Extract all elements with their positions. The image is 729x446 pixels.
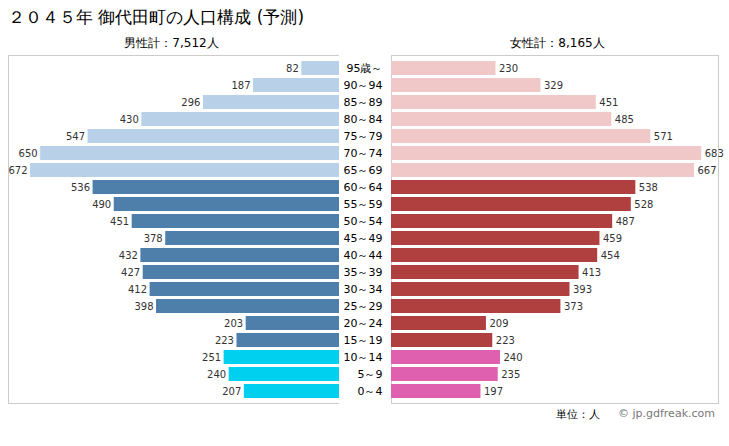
- svg-text:30～34: 30～34: [344, 283, 383, 296]
- svg-text:485: 485: [615, 114, 634, 125]
- svg-text:683: 683: [705, 148, 724, 159]
- svg-text:209: 209: [489, 318, 508, 329]
- svg-text:251: 251: [202, 352, 221, 363]
- svg-text:413: 413: [582, 267, 601, 278]
- svg-text:240: 240: [504, 352, 523, 363]
- svg-text:5～9: 5～9: [358, 368, 383, 381]
- svg-text:296: 296: [181, 97, 200, 108]
- svg-text:571: 571: [654, 131, 673, 142]
- svg-text:197: 197: [484, 386, 503, 397]
- svg-text:187: 187: [231, 80, 250, 91]
- svg-text:35～39: 35～39: [344, 266, 383, 279]
- svg-text:430: 430: [120, 114, 139, 125]
- svg-text:451: 451: [599, 97, 618, 108]
- html-text:男性計：7,512人: 男性計：7,512人: [124, 36, 219, 50]
- svg-text:20～24: 20～24: [344, 317, 383, 330]
- svg-text:25～29: 25～29: [344, 300, 383, 313]
- svg-text:75～79: 75～79: [344, 130, 383, 143]
- svg-text:40～44: 40～44: [344, 249, 383, 262]
- svg-text:538: 538: [639, 182, 658, 193]
- svg-text:90～94: 90～94: [344, 79, 383, 92]
- svg-text:329: 329: [544, 80, 563, 91]
- svg-text:547: 547: [66, 131, 85, 142]
- svg-text:223: 223: [215, 335, 234, 346]
- svg-text:50～54: 50～54: [344, 215, 383, 228]
- svg-text:432: 432: [119, 250, 138, 261]
- svg-text:0～4: 0～4: [358, 385, 383, 398]
- svg-text:207: 207: [222, 386, 241, 397]
- svg-text:65～69: 65～69: [344, 164, 383, 177]
- svg-text:10～14: 10～14: [344, 351, 383, 364]
- svg-text:80～84: 80～84: [344, 113, 383, 126]
- html-text:© jp.gdfreak.com: © jp.gdfreak.com: [618, 407, 715, 420]
- html-text:２０４５年 御代田町の人口構成 (予測): ２０４５年 御代田町の人口構成 (予測): [8, 7, 305, 27]
- svg-text:459: 459: [603, 233, 622, 244]
- svg-text:235: 235: [501, 369, 520, 380]
- svg-text:70～74: 70～74: [344, 147, 383, 160]
- svg-text:15～19: 15～19: [344, 334, 383, 347]
- svg-text:85～89: 85～89: [344, 96, 383, 109]
- svg-text:55～59: 55～59: [344, 198, 383, 211]
- svg-text:240: 240: [207, 369, 226, 380]
- svg-text:650: 650: [19, 148, 38, 159]
- svg-text:667: 667: [697, 165, 716, 176]
- svg-text:427: 427: [121, 267, 140, 278]
- svg-text:223: 223: [496, 335, 515, 346]
- html-text:女性計：8,165人: 女性計：8,165人: [510, 36, 605, 50]
- svg-text:95歳～: 95歳～: [347, 62, 383, 75]
- svg-text:528: 528: [634, 199, 653, 210]
- svg-text:451: 451: [110, 216, 129, 227]
- svg-text:230: 230: [499, 63, 518, 74]
- svg-text:398: 398: [134, 301, 153, 312]
- svg-text:82: 82: [286, 63, 299, 74]
- svg-text:60～64: 60～64: [344, 181, 383, 194]
- svg-text:203: 203: [224, 318, 243, 329]
- svg-text:672: 672: [8, 165, 27, 176]
- svg-text:487: 487: [616, 216, 635, 227]
- svg-text:393: 393: [573, 284, 592, 295]
- svg-text:536: 536: [71, 182, 90, 193]
- svg-text:45～49: 45～49: [344, 232, 383, 245]
- svg-text:454: 454: [601, 250, 620, 261]
- svg-text:490: 490: [92, 199, 111, 210]
- svg-text:378: 378: [144, 233, 163, 244]
- svg-text:373: 373: [564, 301, 583, 312]
- svg-text:412: 412: [128, 284, 147, 295]
- html-text:単位：人: 単位：人: [556, 408, 600, 421]
